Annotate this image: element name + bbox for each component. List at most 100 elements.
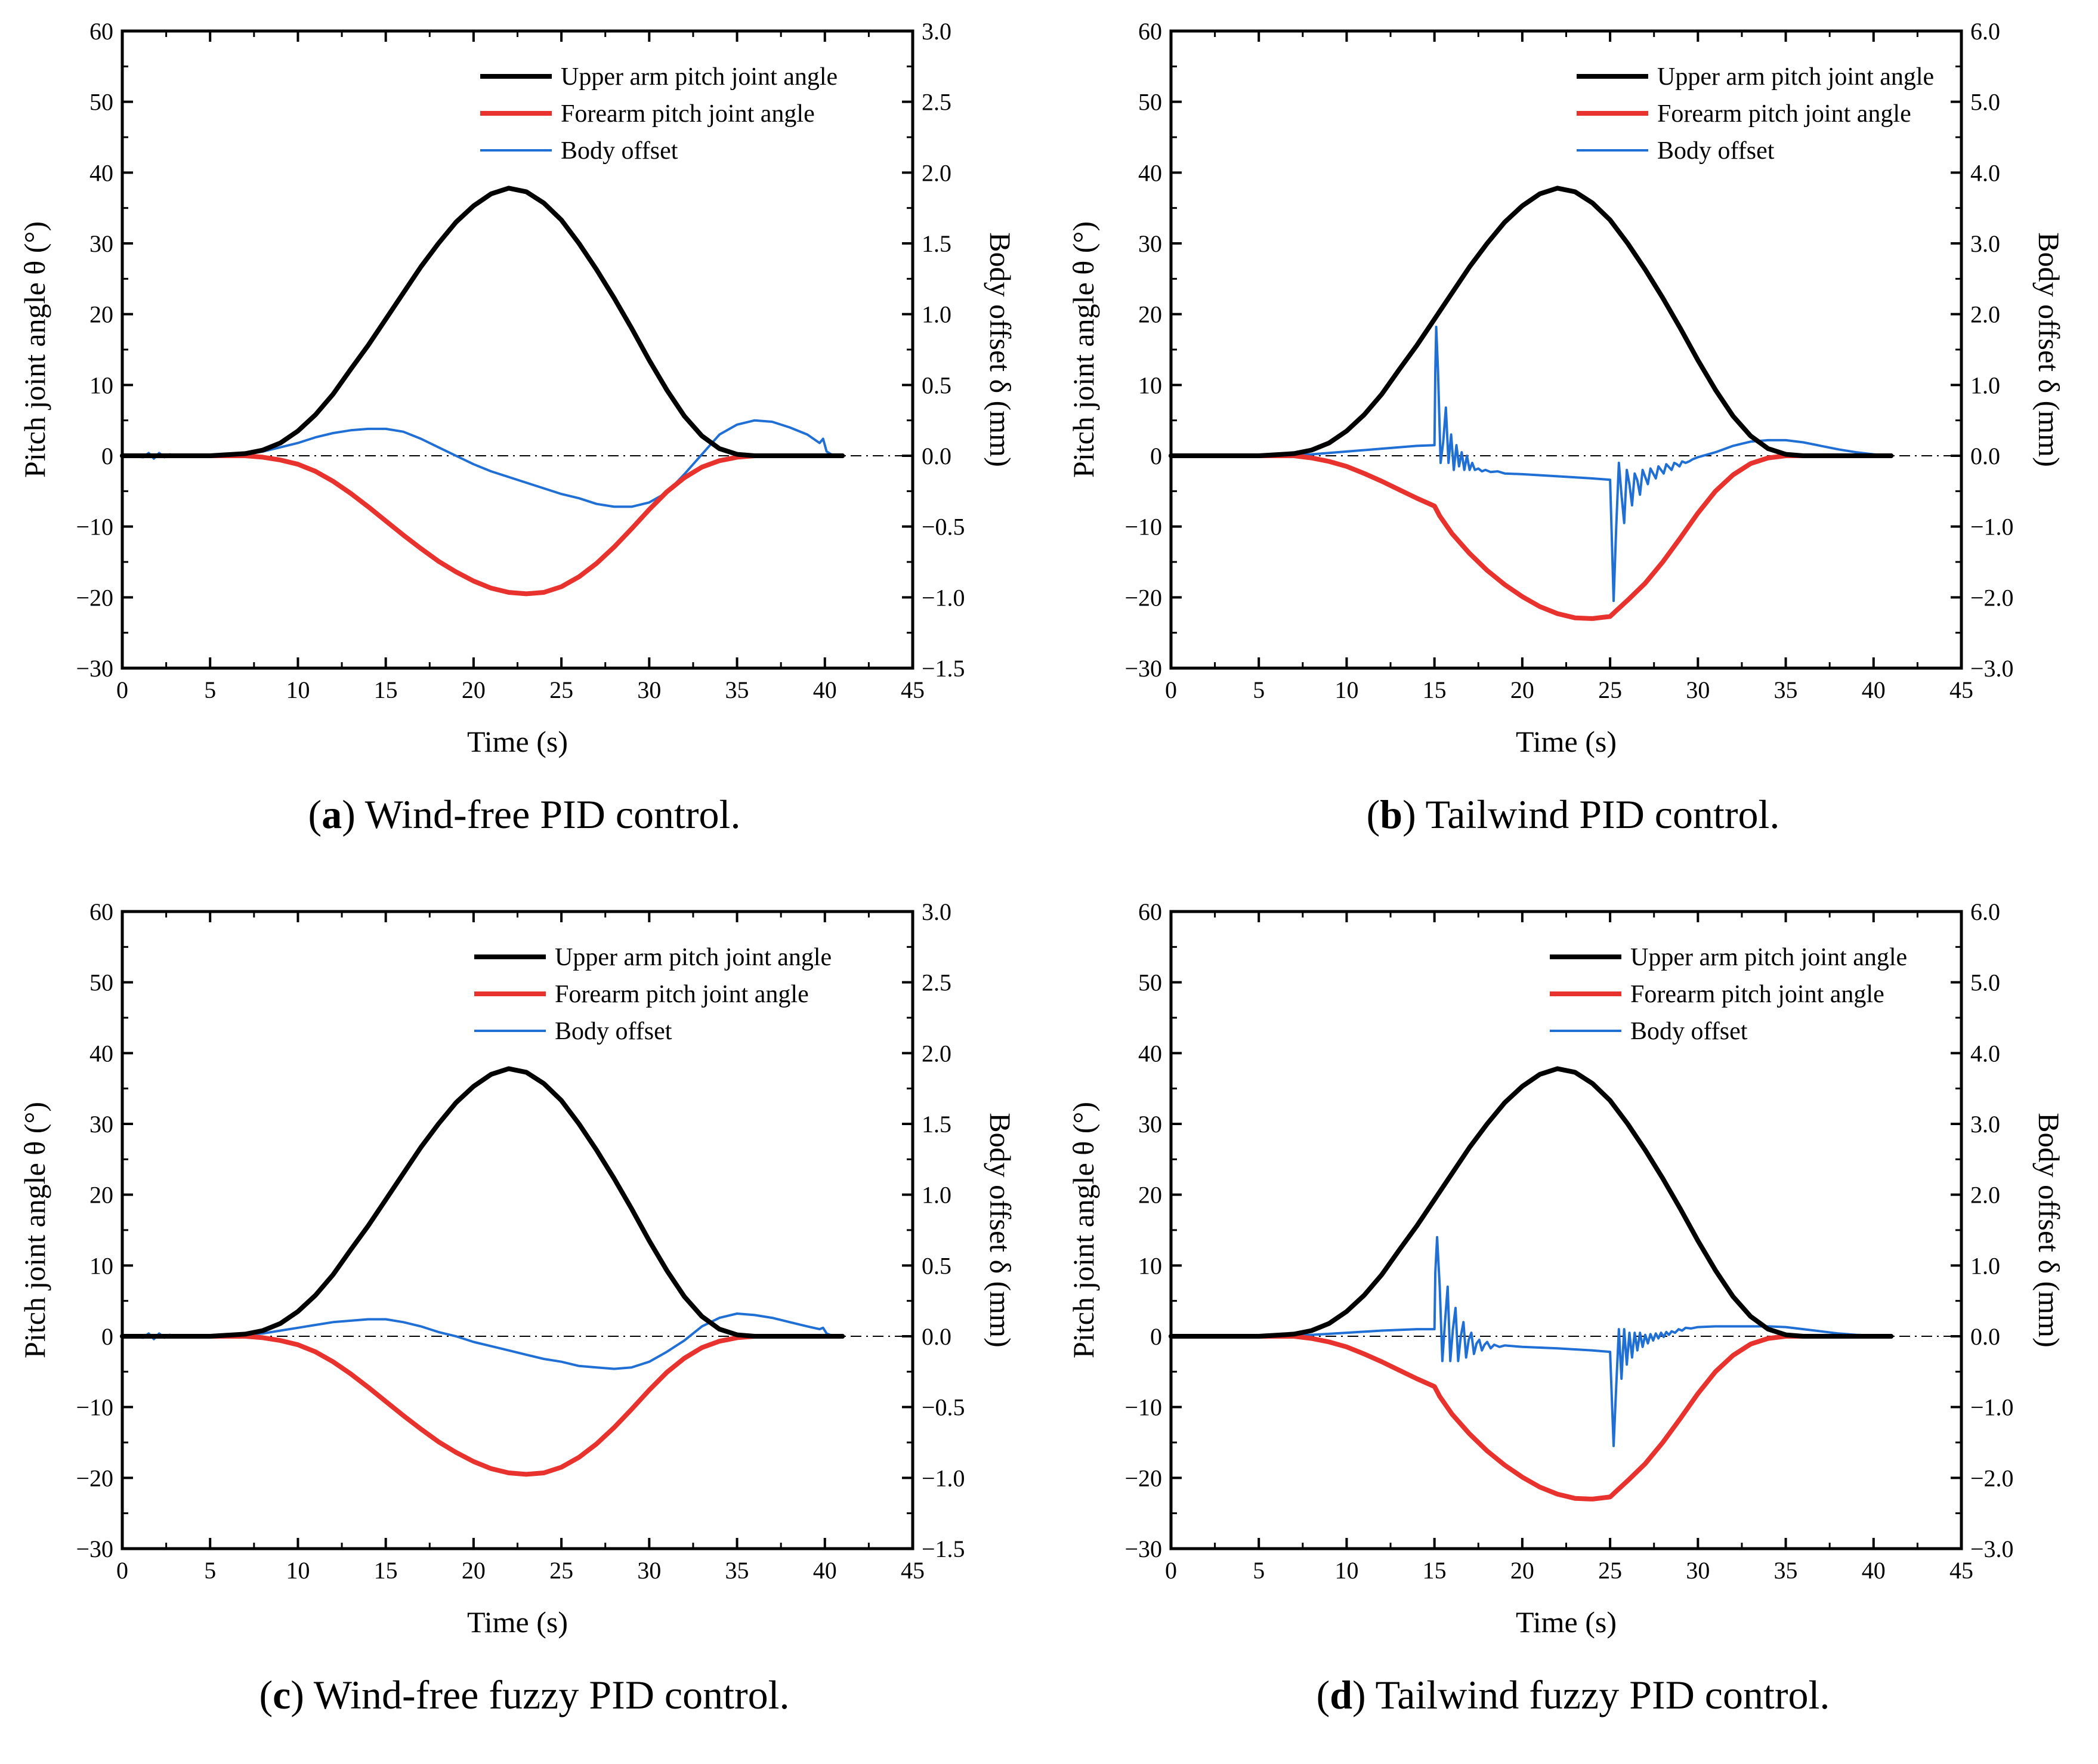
y-tick-label: 10 (1138, 1252, 1162, 1279)
y-tick-label: 30 (1138, 230, 1162, 257)
y-tick-label: 60 (1138, 898, 1162, 925)
y-tick-label: −20 (1124, 1465, 1162, 1491)
series-line-forearm (120, 1334, 845, 1477)
x-tick-label: 25 (1598, 1557, 1622, 1584)
panel-c: 0 5 10 15 20 25 30 35 40 45 −30 −20 −10 0 10 20 30 40 50 60… (0, 881, 1049, 1761)
legend-label: Forearm pitch joint angle (1630, 981, 1884, 1008)
y2-tick-label: −1.0 (922, 1465, 965, 1491)
caption-letter: c (273, 1672, 291, 1717)
x-tick-label: 45 (901, 676, 925, 703)
y-tick-label: 20 (1138, 1182, 1162, 1209)
series-line-forearm (1169, 453, 1894, 621)
y-tick-label: 20 (89, 1182, 113, 1209)
y2-axis-label: Body offset δ (mm) (984, 232, 1017, 467)
x-axis-label: Time (s) (467, 1605, 568, 1639)
y-tick-label: −30 (1124, 1536, 1162, 1562)
legend-label: Body offset (1630, 1018, 1748, 1045)
y-tick-label: 40 (1138, 1040, 1162, 1067)
y-tick-label: −30 (76, 655, 113, 682)
y-tick-label: −20 (76, 1465, 113, 1491)
x-tick-label: 5 (1253, 1557, 1265, 1584)
x-tick-label: 5 (204, 1557, 216, 1584)
x-tick-label: 0 (116, 1557, 128, 1584)
chart-c: 0 5 10 15 20 25 30 35 40 45 −30 −20 −10 0 10 20 30 40 50 60… (18, 898, 1017, 1639)
x-tick-label: 35 (1774, 676, 1798, 703)
y2-tick-label: 2.0 (922, 159, 951, 186)
chart-d: 0 5 10 15 20 25 30 35 40 45 −30 −20 −10 0 10 20 30 40 50 60… (1067, 898, 2066, 1639)
panel-d: 0 5 10 15 20 25 30 35 40 45 −30 −20 −10 0 10 20 30 40 50 60… (1049, 881, 2097, 1761)
y2-tick-label: 0.0 (1970, 443, 2000, 469)
series-line-body-offset (1170, 326, 1893, 603)
x-tick-label: 40 (1862, 1557, 1886, 1584)
x-tick-label: 30 (637, 1557, 661, 1584)
y2-tick-label: 3.0 (922, 18, 951, 45)
caption-text: Tailwind PID control. (1425, 792, 1780, 837)
x-axis-label: Time (s) (467, 725, 568, 758)
x-tick-label: 20 (1510, 676, 1534, 703)
y-tick-label: −30 (1124, 655, 1162, 682)
y2-tick-label: 0.0 (922, 443, 951, 469)
caption-text: Tailwind fuzzy PID control. (1375, 1672, 1830, 1717)
chart-b: 0 5 10 15 20 25 30 35 40 45 −30 −20 −10 0 10 20 30 40 50 60… (1067, 18, 2066, 758)
y-tick-label: 60 (89, 898, 113, 925)
legend-label: Forearm pitch joint angle (555, 981, 809, 1008)
y-tick-label: 20 (1138, 301, 1162, 328)
y-tick-label: 0 (1150, 1323, 1162, 1350)
x-tick-label: 20 (462, 1557, 486, 1584)
x-tick-label: 25 (549, 1557, 573, 1584)
x-tick-label: 20 (1510, 1557, 1534, 1584)
legend-label: Body offset (561, 137, 678, 165)
y2-tick-label: 0.5 (922, 1252, 951, 1279)
legend-label: Upper arm pitch joint angle (561, 63, 838, 91)
x-tick-label: 10 (286, 1557, 310, 1584)
caption-a: (a) Wind-free PID control. (308, 792, 741, 837)
y2-tick-label: −2.0 (1970, 1465, 2014, 1491)
y-tick-label: 10 (1138, 372, 1162, 398)
x-tick-label: 25 (1598, 676, 1622, 703)
x-tick-label: 15 (374, 676, 398, 703)
x-tick-label: 45 (1949, 1557, 1973, 1584)
y2-tick-label: 1.0 (1970, 1252, 2000, 1279)
x-tick-label: 40 (1862, 676, 1886, 703)
y2-tick-label: 0.0 (1970, 1323, 2000, 1350)
y-axis-label: Pitch joint angle θ (°) (1067, 1102, 1100, 1358)
legend-label: Forearm pitch joint angle (1657, 100, 1911, 128)
y-tick-label: 50 (1138, 89, 1162, 116)
y-tick-label: −10 (76, 1394, 113, 1421)
x-tick-label: 45 (1949, 676, 1973, 703)
y2-tick-label: −1.0 (922, 584, 965, 611)
panel-b: 0 5 10 15 20 25 30 35 40 45 −30 −20 −10 0 10 20 30 40 50 60… (1049, 0, 2097, 881)
y-tick-label: 50 (89, 969, 113, 996)
series-line-body-offset (1170, 1235, 1893, 1447)
y-tick-label: 10 (89, 372, 113, 398)
y2-tick-label: −1.0 (1970, 514, 2014, 540)
caption-letter: a (322, 792, 342, 837)
y-tick-label: 30 (1138, 1111, 1162, 1138)
y2-axis-label: Body offset δ (mm) (2032, 1113, 2066, 1347)
x-tick-label: 10 (286, 676, 310, 703)
y2-tick-label: 1.0 (922, 301, 951, 328)
y-tick-label: 60 (1138, 18, 1162, 45)
series-line-body-offset (121, 1312, 844, 1370)
x-axis-label: Time (s) (1516, 725, 1617, 758)
x-tick-label: 30 (1686, 676, 1710, 703)
x-tick-label: 30 (637, 676, 661, 703)
series-line-upper-arm (120, 1066, 845, 1339)
caption-text: Wind-free PID control. (364, 792, 741, 837)
y2-tick-label: 2.0 (1970, 1182, 2000, 1209)
series-line-upper-arm (120, 186, 845, 458)
caption-d: (d) Tailwind fuzzy PID control. (1316, 1672, 1830, 1717)
y2-tick-label: 4.0 (1970, 159, 2000, 186)
legend-label: Upper arm pitch joint angle (1657, 63, 1934, 91)
y2-tick-label: 2.0 (1970, 301, 2000, 328)
series-line-forearm (120, 453, 845, 597)
y-tick-label: −10 (76, 514, 113, 540)
series-line-body-offset (121, 419, 844, 508)
x-tick-label: 45 (901, 1557, 925, 1584)
y2-tick-label: −0.5 (922, 514, 965, 540)
y-tick-label: −30 (76, 1536, 113, 1562)
x-tick-label: 40 (813, 676, 837, 703)
x-tick-label: 35 (725, 676, 749, 703)
y2-tick-label: −1.0 (1970, 1394, 2014, 1421)
